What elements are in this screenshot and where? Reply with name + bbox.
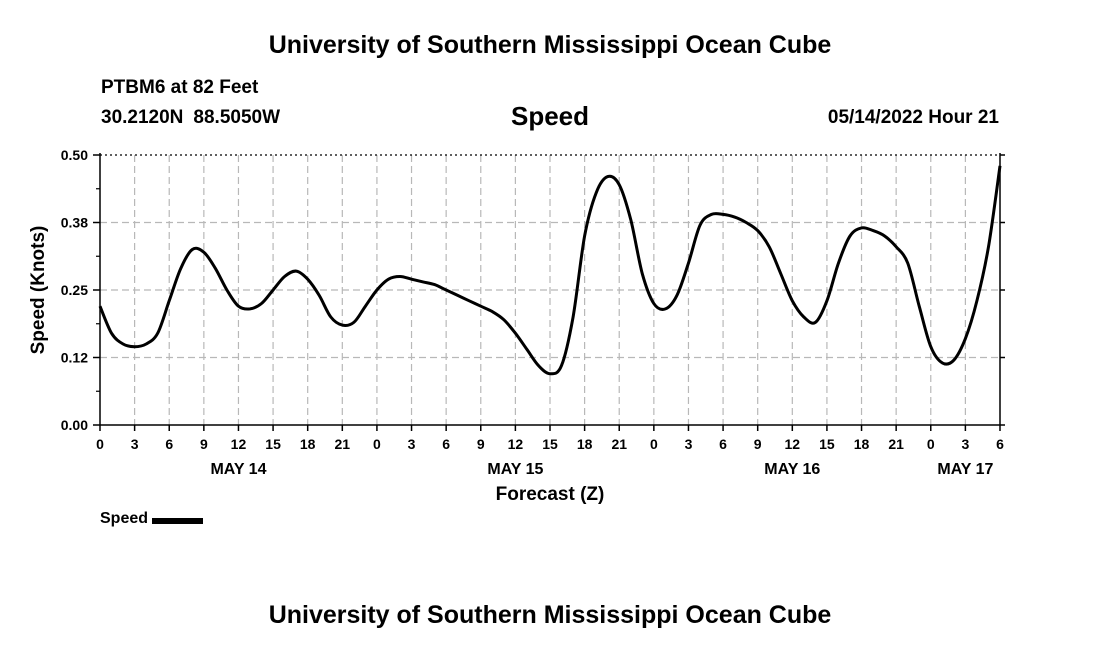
chart-title: Speed — [510, 101, 590, 131]
latitude-label: 30.2120N — [101, 107, 184, 128]
axis-labels: Speed (Knots) Forecast (Z) — [28, 226, 604, 505]
y-tick-label: 0.00 — [61, 417, 88, 433]
x-axis-label: Forecast (Z) — [496, 484, 605, 505]
x-tick-label: 9 — [200, 436, 208, 452]
series-line-speed — [98, 165, 1002, 376]
coordinates: 30.2120N 88.5050W — [101, 107, 280, 129]
legend: Speed — [100, 510, 204, 528]
forecast-timestamp: 05/14/2022 Hour 21 — [827, 107, 999, 128]
x-tick-label: 12 — [231, 436, 247, 452]
x-tick-label: 12 — [508, 436, 524, 452]
x-tick-label: 0 — [373, 436, 381, 452]
date-label: MAY 15 — [487, 461, 543, 478]
page-title: University of Southern Mississippi Ocean… — [268, 31, 832, 59]
date-label: MAY 16 — [764, 461, 820, 478]
x-tick-label: 3 — [408, 436, 416, 452]
x-tick-label: 18 — [577, 436, 593, 452]
x-tick-label: 21 — [335, 436, 351, 452]
x-tick-label: 21 — [611, 436, 627, 452]
x-tick-label: 3 — [131, 436, 139, 452]
x-tick-label: 0 — [927, 436, 935, 452]
x-tick-label: 9 — [754, 436, 762, 452]
x-tick-label: 6 — [442, 436, 450, 452]
x-tick-label: 18 — [854, 436, 870, 452]
y-tick-label: 0.25 — [61, 282, 88, 298]
longitude-label: 88.5050W — [193, 107, 281, 128]
x-tick-label: 6 — [165, 436, 173, 452]
x-tick-label: 18 — [300, 436, 316, 452]
y-axis-label: Speed (Knots) — [28, 226, 49, 355]
x-tick-label: 3 — [685, 436, 693, 452]
grid-lines — [100, 154, 1000, 425]
x-tick-label: 0 — [650, 436, 658, 452]
x-tick-label: 12 — [785, 436, 801, 452]
x-tick-label: 9 — [477, 436, 485, 452]
x-tick-label: 0 — [96, 436, 104, 452]
y-tick-label: 0.12 — [61, 350, 88, 366]
x-tick-label: 3 — [961, 436, 969, 452]
date-label: MAY 14 — [210, 461, 266, 478]
x-tick-label: 15 — [265, 436, 281, 452]
station-label: PTBM6 at 82 Feet — [101, 77, 259, 98]
y-tick-label: 0.50 — [61, 147, 88, 163]
x-tick-label: 15 — [542, 436, 558, 452]
date-label: MAY 17 — [937, 461, 993, 478]
footer-title: University of Southern Mississippi Ocean… — [268, 601, 832, 629]
x-tick-label: 6 — [719, 436, 727, 452]
series-layer — [98, 165, 1002, 376]
x-tick-label: 6 — [996, 436, 1004, 452]
axes: 0.00 0.12 0.25 0.38 0.50 0 3 6 9 12 15 18 21 0 3 6 9 12 15… — [61, 147, 1005, 478]
legend-label: Speed — [100, 510, 149, 527]
legend-swatch — [152, 517, 204, 524]
x-tick-label: 21 — [888, 436, 904, 452]
x-tick-label: 15 — [819, 436, 835, 452]
y-tick-label: 0.38 — [61, 215, 88, 231]
